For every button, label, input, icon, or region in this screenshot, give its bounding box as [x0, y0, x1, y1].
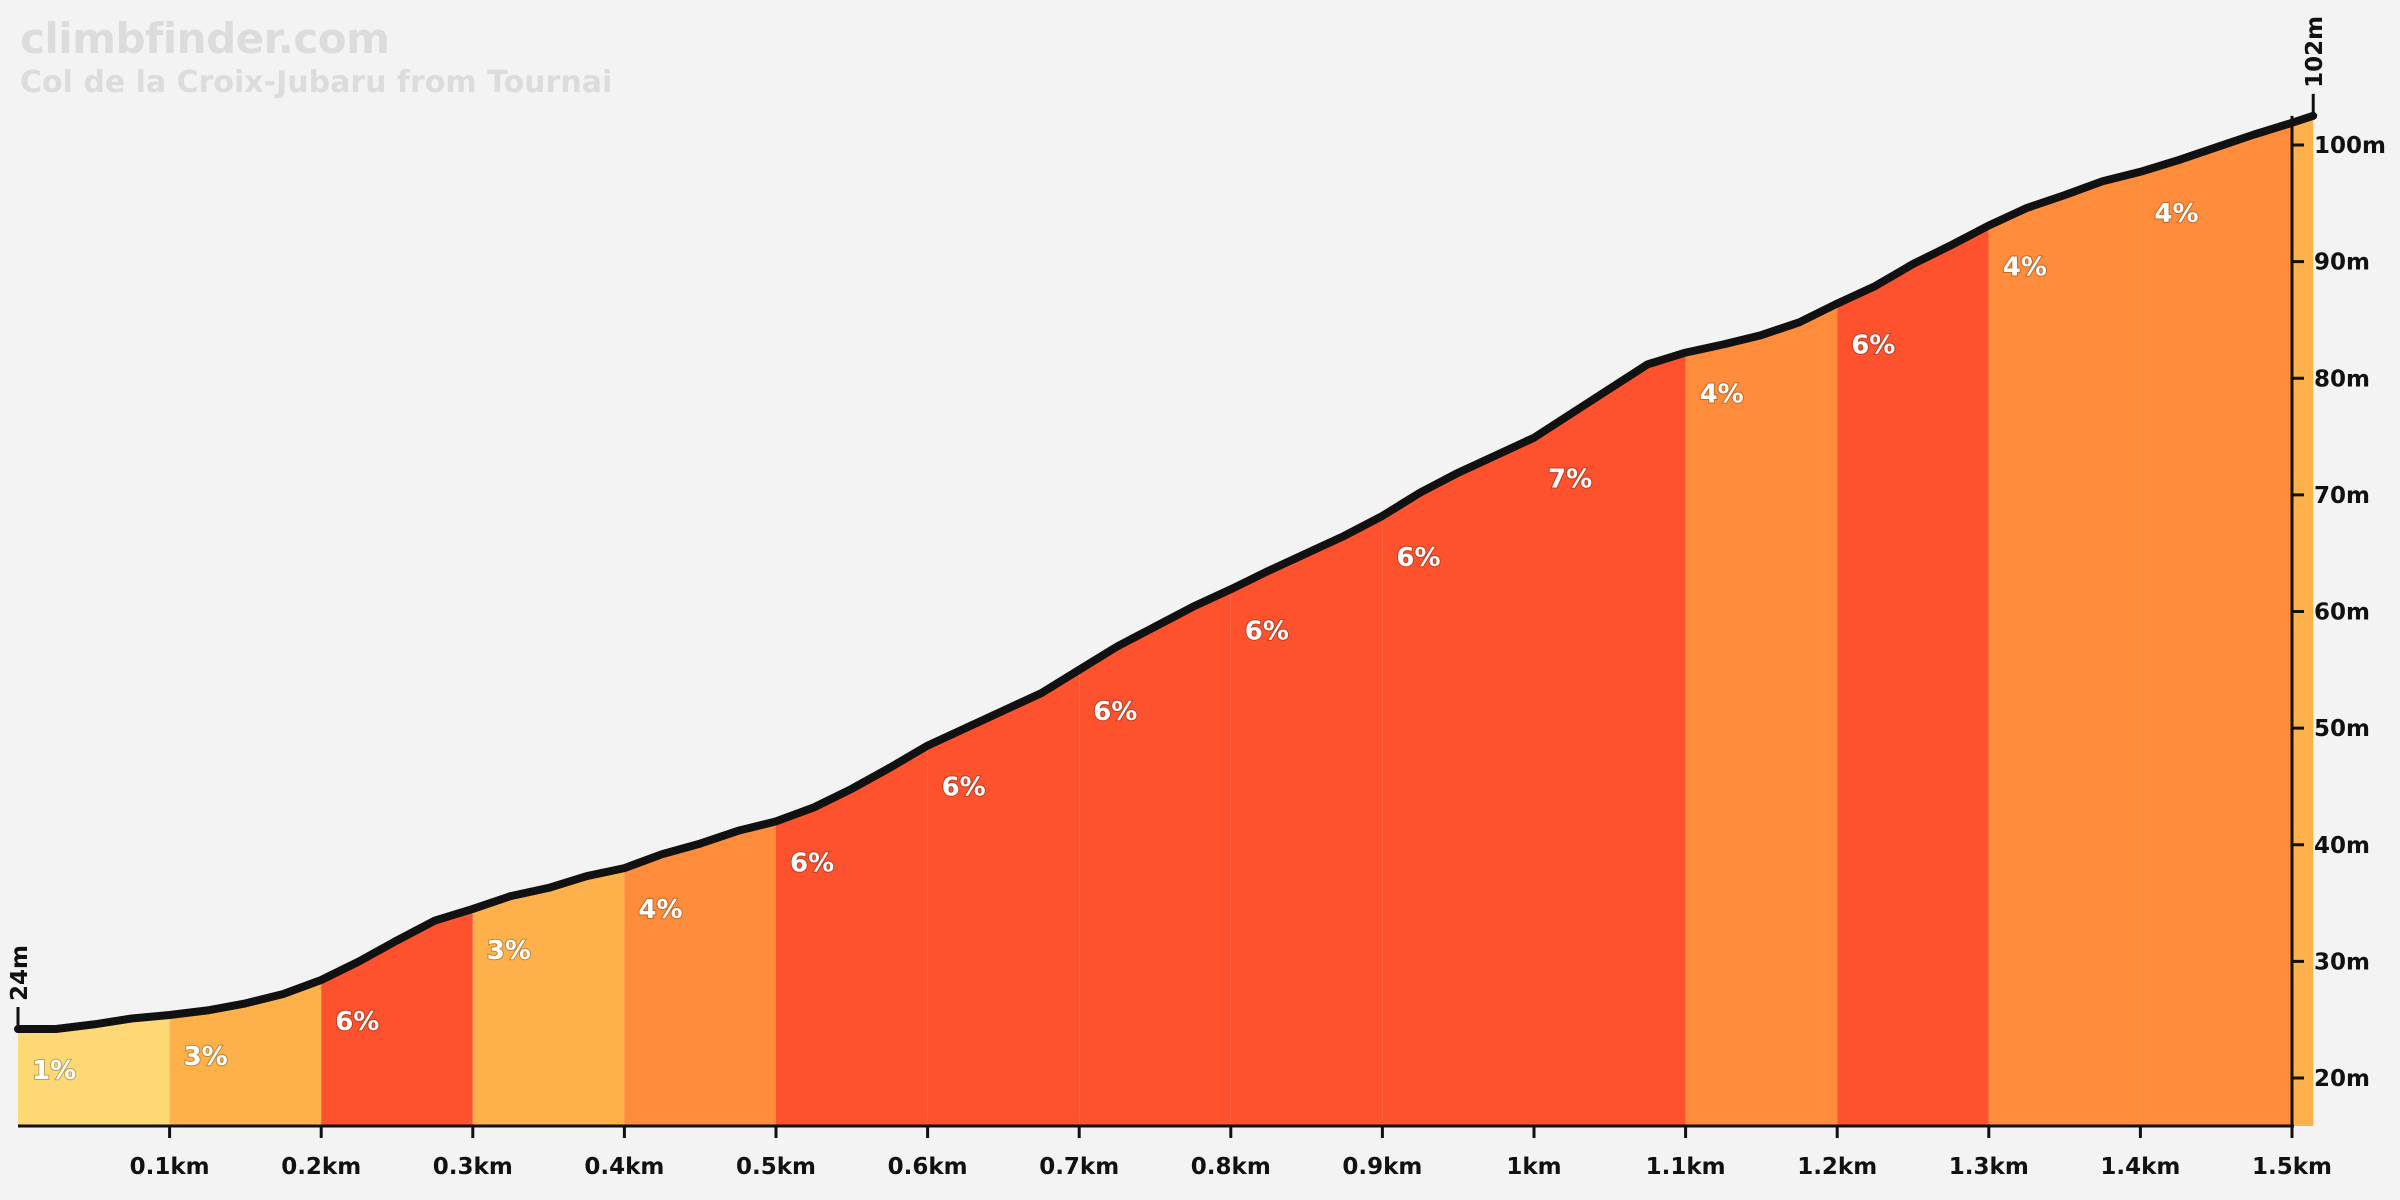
- y-tick-label: 70m: [2314, 483, 2370, 509]
- x-tick-label: 1.2km: [1797, 1154, 1877, 1180]
- y-tick-label: 50m: [2314, 716, 2370, 742]
- grade-segment-15: [2140, 122, 2292, 1127]
- climb-name: Col de la Croix-Jubaru from Tournai: [20, 65, 613, 100]
- grade-label: 3%: [487, 936, 531, 966]
- grade-label: 6%: [1396, 543, 1440, 573]
- grade-segment-4: [472, 868, 625, 1126]
- chart-axes: 0.1km 0.2km 0.3km 0.4km 0.5km 0.6km 0.7km 0.8km…: [7, 16, 2386, 1180]
- grade-label: 6%: [335, 1007, 379, 1037]
- grade-label: 4%: [2003, 252, 2047, 282]
- x-tick-label: 0.8km: [1191, 1154, 1271, 1180]
- grade-segment-6: [776, 745, 928, 1126]
- grade-label: 1%: [32, 1056, 76, 1086]
- x-tick-label: 0.5km: [736, 1154, 816, 1180]
- y-tick-label: 20m: [2314, 1066, 2370, 1092]
- x-tick-label: 0.9km: [1342, 1154, 1422, 1180]
- grade-label: 4%: [2154, 199, 2198, 229]
- grade-segment-11: [1534, 352, 1686, 1127]
- grade-segment-13: [1837, 225, 1989, 1126]
- x-tick-label: 1.4km: [2100, 1154, 2180, 1180]
- grade-label: 4%: [1700, 380, 1744, 410]
- grade-label: 6%: [1093, 697, 1137, 727]
- y-tick-label: 30m: [2314, 949, 2370, 975]
- grade-segment-16: [2292, 115, 2314, 1127]
- grade-segment-2: [169, 980, 322, 1126]
- grade-segments: [18, 115, 2314, 1127]
- elevation-profile-line: [14, 111, 2318, 1033]
- start-elevation-label: 24m: [7, 945, 33, 1001]
- grade-label: 4%: [638, 895, 682, 925]
- x-tick-label: 0.4km: [584, 1154, 664, 1180]
- grade-segment-10: [1382, 437, 1534, 1126]
- y-tick-label: 60m: [2314, 600, 2370, 626]
- y-tick-label: 90m: [2314, 250, 2370, 276]
- grade-segment-8: [1079, 589, 1231, 1126]
- grade-label: 3%: [184, 1042, 228, 1072]
- grade-segment-14: [1988, 171, 2141, 1127]
- grade-segment-12: [1685, 303, 1838, 1127]
- x-tick-label: 1.3km: [1949, 1154, 2029, 1180]
- grade-label: 6%: [790, 848, 834, 878]
- grade-label: 6%: [1851, 331, 1895, 361]
- grade-labels: 1% 3% 6% 3% 4% 6% 6% 6% 6% 6% 7% 4% 6% 4% 4%: [31, 198, 2200, 1087]
- x-tick-label: 0.3km: [433, 1154, 513, 1180]
- grade-label: 6%: [1245, 616, 1289, 646]
- grade-label: 6%: [942, 773, 986, 803]
- grade-segment-7: [927, 669, 1080, 1126]
- grade-segment-9: [1230, 515, 1383, 1126]
- x-tick-label: 0.1km: [130, 1154, 210, 1180]
- y-tick-label: 40m: [2314, 833, 2370, 859]
- x-tick-label: 1km: [1506, 1154, 1561, 1180]
- x-tick-label: 0.2km: [281, 1154, 361, 1180]
- x-tick-label: 0.7km: [1039, 1154, 1119, 1180]
- x-tick-label: 1.1km: [1646, 1154, 1726, 1180]
- x-tick-label: 1.5km: [2252, 1154, 2332, 1180]
- x-tick-label: 0.6km: [888, 1154, 968, 1180]
- grade-label: 7%: [1548, 465, 1592, 495]
- y-tick-label: 100m: [2314, 133, 2386, 159]
- grade-segment-5: [624, 821, 776, 1126]
- end-elevation-label: 102m: [2302, 16, 2328, 88]
- grade-segment-1: [18, 1015, 170, 1126]
- brand-title: climbfinder.com: [20, 14, 390, 63]
- y-tick-label: 80m: [2314, 366, 2370, 392]
